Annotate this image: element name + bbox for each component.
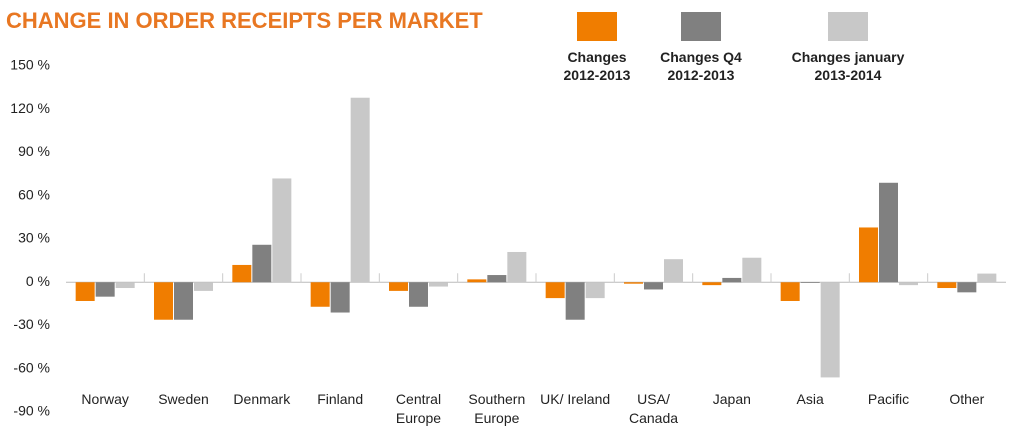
bar — [664, 259, 683, 283]
legend-label: Changes 2012-2013 — [563, 49, 631, 83]
bar — [722, 277, 742, 283]
bar — [899, 282, 918, 286]
x-tick-label: Norway — [81, 391, 129, 407]
x-tick-label: UK/ Ireland — [540, 391, 611, 407]
bar — [174, 282, 193, 320]
y-tick-label: 90 % — [18, 143, 50, 159]
bar — [409, 282, 428, 307]
y-tick-label: -90 % — [13, 403, 50, 419]
bar — [95, 282, 115, 297]
x-tick-label: Central Europe — [395, 391, 442, 426]
bar — [644, 282, 663, 290]
legend-label: Changes Q4 2012-2013 — [660, 49, 742, 83]
bar — [585, 282, 605, 299]
bar — [389, 282, 408, 291]
x-tick-label: Sweden — [158, 391, 209, 407]
y-tick-label: 120 % — [10, 100, 50, 116]
x-tick-label: Other — [949, 391, 985, 407]
y-tick-label: -30 % — [13, 316, 50, 332]
bar — [467, 279, 487, 283]
bar — [330, 282, 350, 313]
x-tick-label: USA/ Canada — [628, 391, 679, 426]
bar — [75, 282, 95, 301]
bar — [115, 282, 135, 289]
bar — [272, 178, 292, 283]
y-tick-label: 30 % — [18, 230, 50, 246]
bar — [565, 282, 585, 320]
bar — [507, 251, 527, 283]
bar — [702, 282, 722, 286]
bar — [194, 282, 213, 291]
chart-title: CHANGE IN ORDER RECEIPTS PER MARKET — [6, 8, 483, 33]
bar — [487, 275, 507, 283]
x-tick-label: Japan — [712, 391, 751, 407]
bar — [350, 97, 370, 283]
bar — [977, 273, 997, 283]
bar — [154, 282, 173, 320]
bar — [310, 282, 330, 307]
bar — [742, 257, 762, 283]
bar — [957, 282, 977, 293]
bar — [232, 264, 252, 283]
bar — [937, 282, 957, 289]
x-tick-label: Asia — [796, 391, 824, 407]
y-tick-label: -60 % — [13, 359, 50, 375]
legend-swatch — [577, 12, 617, 41]
bar — [820, 282, 840, 378]
x-tick-label: Southern Europe — [468, 391, 526, 426]
legend-swatch — [681, 12, 721, 41]
bar — [429, 282, 448, 287]
legend-swatch — [828, 12, 868, 41]
bar — [879, 182, 898, 283]
legend-label: Changes january 2013-2014 — [791, 49, 905, 83]
bar — [624, 282, 643, 284]
x-tick-label: Finland — [317, 391, 364, 407]
bar — [545, 282, 565, 299]
y-tick-label: 60 % — [18, 186, 50, 202]
bar — [859, 227, 878, 283]
y-tick-label: 0 % — [26, 273, 50, 289]
bar — [800, 282, 820, 283]
x-tick-label: Denmark — [233, 391, 291, 407]
x-tick-label: Pacific — [867, 391, 910, 407]
bar — [780, 282, 800, 301]
bar — [252, 244, 272, 283]
y-tick-label: 150 % — [10, 57, 50, 73]
